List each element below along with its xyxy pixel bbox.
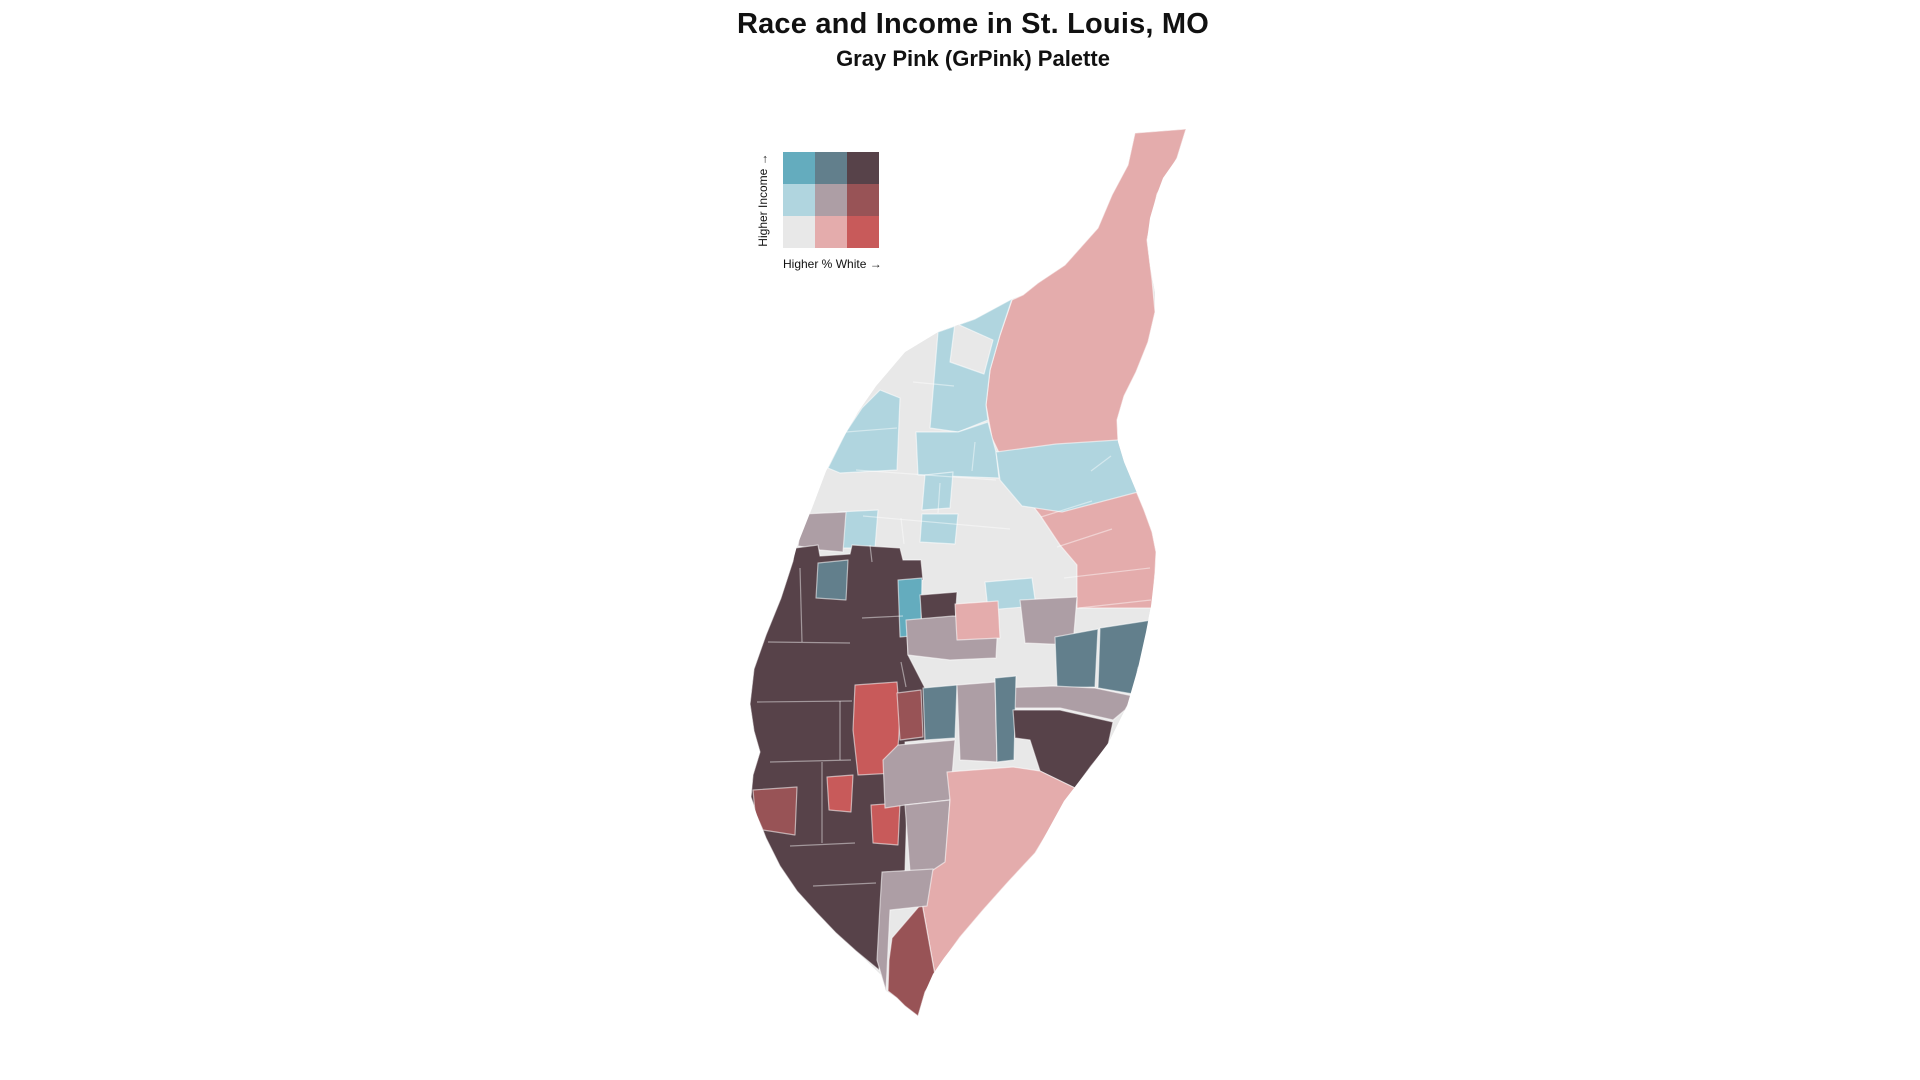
tract-border-line-9 bbox=[912, 381, 955, 387]
tract-border-line-16 bbox=[1056, 528, 1113, 548]
legend-cell-0-2 bbox=[847, 152, 879, 184]
page-subtitle: Gray Pink (GrPink) Palette bbox=[836, 46, 1110, 71]
tract-border-line-13 bbox=[937, 482, 941, 514]
tract-blue-small-2 bbox=[919, 513, 959, 545]
legend-cell-1-2 bbox=[847, 184, 879, 216]
tract-border-line-18 bbox=[1078, 599, 1152, 609]
tract-slate-east-1 bbox=[1054, 628, 1099, 689]
legend-cell-2-2 bbox=[847, 216, 879, 248]
legend-cell-2-1 bbox=[815, 216, 847, 248]
tract-red-central-3 bbox=[870, 802, 901, 846]
tract-darkred-west bbox=[752, 786, 798, 836]
tract-red-central-2 bbox=[826, 774, 854, 813]
legend-cell-0-1 bbox=[815, 152, 847, 184]
tract-slate-central bbox=[922, 684, 958, 741]
tract-mauve-central-2 bbox=[956, 681, 998, 763]
tract-border-line-17 bbox=[1063, 567, 1151, 579]
tract-border-line-3 bbox=[769, 759, 852, 763]
tract-pink-southeast bbox=[921, 766, 1076, 976]
legend-cell-2-0 bbox=[783, 216, 815, 248]
legend-cell-0-0 bbox=[783, 152, 815, 184]
bivariate-legend bbox=[783, 152, 879, 248]
tract-border-line-1 bbox=[767, 641, 851, 644]
tract-blue-small-3 bbox=[921, 471, 954, 511]
tract-north-white-notch bbox=[949, 322, 994, 375]
tract-border-line-20 bbox=[900, 661, 907, 688]
tract-border-line-15 bbox=[1040, 500, 1093, 518]
tract-border-line-10 bbox=[855, 469, 997, 481]
tract-mauve-band bbox=[997, 685, 1134, 721]
tract-mauve-nw bbox=[797, 511, 847, 553]
tract-border-line-2 bbox=[756, 700, 853, 703]
tract-border-line-12 bbox=[900, 517, 905, 545]
legend-y-axis-label: Higher Income → bbox=[756, 153, 770, 247]
legend-cell-1-1 bbox=[815, 184, 847, 216]
tract-mauve-south-1 bbox=[882, 739, 956, 809]
tract-slate-east-2 bbox=[1097, 619, 1153, 695]
page-title: Race and Income in St. Louis, MO bbox=[736, 8, 1210, 40]
tract-border-line-0 bbox=[799, 567, 803, 643]
tract-border-line-8 bbox=[845, 427, 898, 433]
tract-north-blue-west bbox=[827, 389, 901, 474]
tract-slate-west bbox=[815, 559, 849, 601]
tract-border-line-11 bbox=[862, 515, 1011, 530]
tract-border-line-4 bbox=[789, 842, 856, 847]
tract-darkred-tip bbox=[887, 902, 936, 1016]
tract-border-line-19 bbox=[1090, 455, 1112, 472]
tract-blue-crossing bbox=[995, 439, 1139, 513]
tract-border-line-22 bbox=[869, 544, 873, 563]
tract-border-line-14 bbox=[971, 441, 976, 472]
tract-mauve-strip bbox=[876, 868, 934, 992]
tract-border-line-5 bbox=[812, 882, 877, 887]
tract-darkred-central bbox=[896, 689, 924, 741]
city-tracts bbox=[750, 129, 1186, 1016]
tract-slate-column bbox=[994, 675, 1017, 763]
legend-x-axis-label: Higher % White → bbox=[783, 257, 882, 271]
tract-pink-central bbox=[954, 600, 1001, 641]
tract-border-line-21 bbox=[861, 615, 904, 619]
legend-cell-1-0 bbox=[783, 184, 815, 216]
tract-mauve-south-2 bbox=[904, 799, 951, 873]
